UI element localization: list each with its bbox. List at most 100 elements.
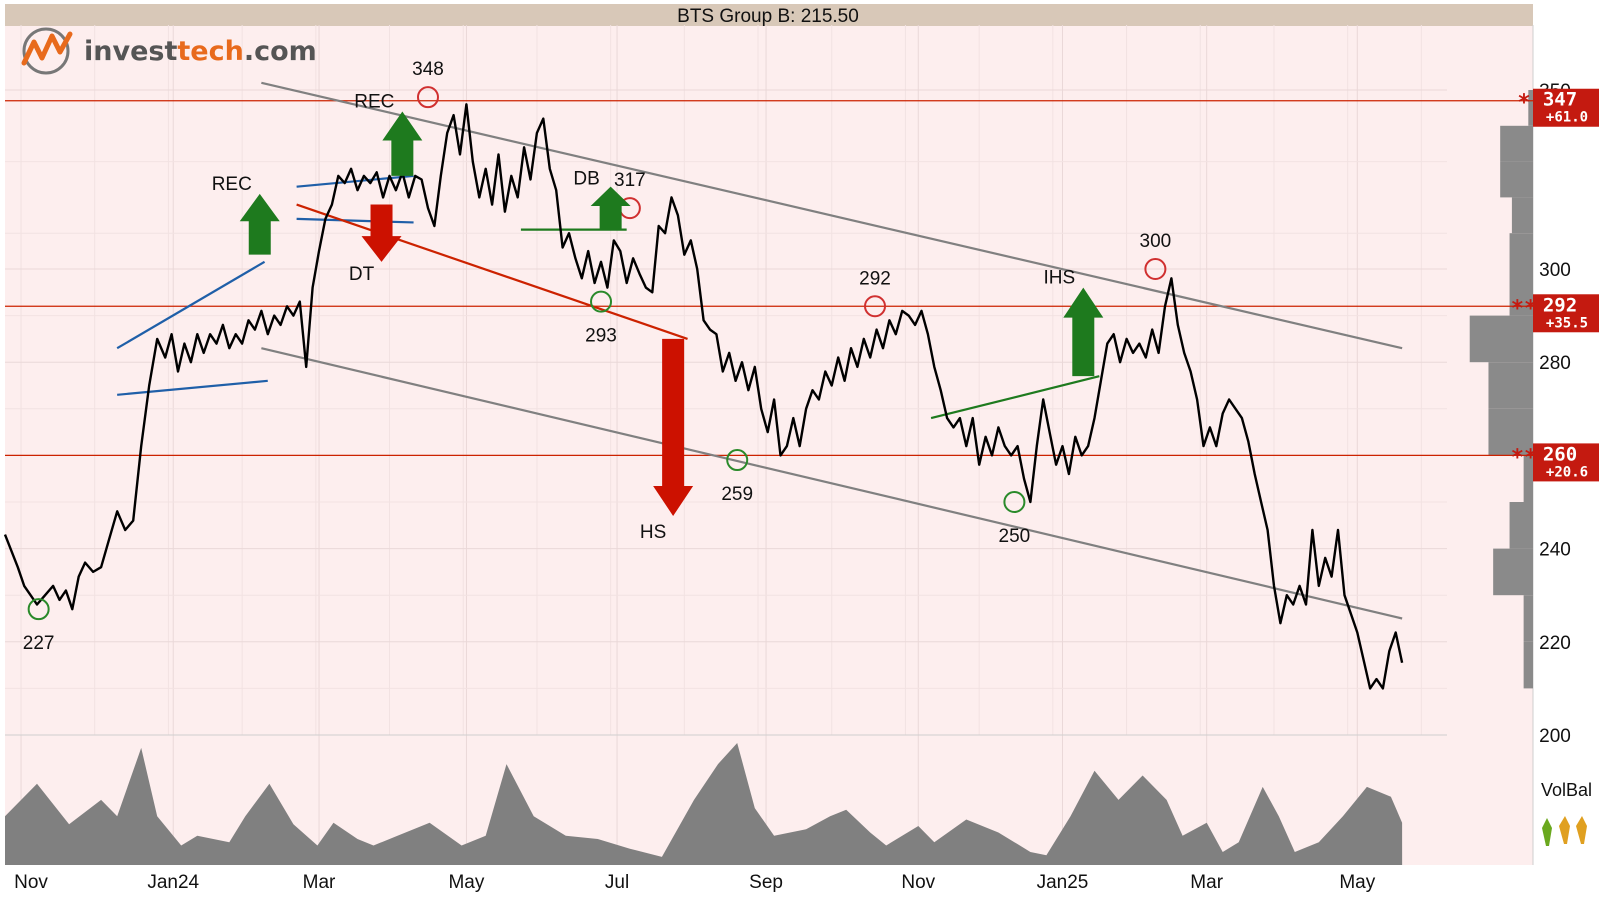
extreme-circle-259 (726, 449, 749, 472)
signal-arrow-dt-2 (361, 204, 402, 262)
pattern-line-ihs-neckline (930, 375, 1100, 420)
x-tick-mar: Mar (303, 872, 336, 893)
title-bar (5, 4, 1533, 26)
y-tick-280: 280 (1539, 353, 1571, 374)
logo-suffix: .com (244, 36, 317, 67)
volume-profile-bar-3 (1511, 197, 1533, 234)
y-axis-ticks: 200220240260280300350 (1539, 81, 1571, 747)
y-tick-300: 300 (1539, 260, 1571, 281)
volume-profile-bar-7 (1488, 362, 1533, 409)
channel-lower (261, 347, 1403, 620)
level-tag-value-260: 260 (1543, 443, 1577, 465)
extreme-circle-293 (590, 290, 613, 313)
pattern-lines (116, 174, 1100, 420)
volume-profile-bar-13 (1523, 641, 1533, 689)
x-tick-sep: Sep (749, 872, 783, 893)
level-marker-347: * (1517, 91, 1530, 116)
signal-label-rec-1: REC (354, 91, 394, 112)
x-tick-mar: Mar (1190, 872, 1223, 893)
investtech-logo: investtech.com (21, 27, 317, 75)
extreme-label-292: 292 (859, 268, 891, 289)
volume-profile-bar-12 (1523, 595, 1533, 642)
volbal-label: VolBal (1541, 780, 1592, 800)
signal-label-rec-0: REC (212, 174, 252, 195)
signal-label-ihs-5: IHS (1043, 268, 1075, 289)
signal-arrow-rec-0 (239, 193, 280, 255)
volbal-indicator (1542, 816, 1587, 846)
signal-arrow-db-3 (590, 186, 631, 230)
signal-label-db-3: DB (573, 169, 599, 190)
extreme-markers: 227 348 293 317 259 292 250 300 (23, 59, 1171, 654)
volume-profile (1469, 90, 1533, 689)
x-tick-jul: Jul (605, 872, 629, 893)
price-line (3, 103, 1404, 690)
trend-channel (261, 81, 1403, 620)
logo-accent: tech (177, 36, 243, 67)
volume-profile-bar-11 (1493, 548, 1533, 596)
extreme-label-300: 300 (1140, 231, 1172, 252)
signal-label-dt-2: DT (349, 264, 375, 285)
level-tag-value-292: 292 (1543, 294, 1577, 316)
level-tag-change-347: +61.0 (1546, 110, 1588, 126)
extreme-label-317: 317 (614, 170, 646, 191)
volume-profile-bar-0 (1528, 90, 1533, 126)
extreme-label-250: 250 (999, 526, 1031, 547)
extreme-circle-250 (1003, 491, 1026, 513)
volume-profile-bar-8 (1488, 408, 1533, 456)
level-tag-box-260 (1533, 443, 1599, 482)
pattern-line-wedge-lower (117, 379, 268, 396)
x-axis-ticks: Nov Jan24 Mar May Jul Sep Nov Jan25 Mar May (14, 872, 1376, 893)
signal-arrows: REC REC DT DB HS IHS (212, 91, 1104, 543)
level-price-tags: * 347+61.0** 292+35.5** 260+20.6 (1511, 88, 1599, 482)
level-tag-change-260: +20.6 (1546, 464, 1588, 480)
y-tick-200: 200 (1539, 726, 1571, 747)
volume-profile-bar-10 (1509, 502, 1533, 549)
volume-profile-bar-9 (1523, 455, 1533, 502)
signal-label-hs-4: HS (640, 522, 666, 543)
volume-profile-bar-4 (1509, 233, 1533, 269)
level-tag-value-347: 347 (1543, 89, 1577, 111)
x-tick-jan25: Jan25 (1037, 872, 1089, 893)
plot-background (5, 25, 1533, 865)
extreme-label-259: 259 (721, 484, 753, 505)
pattern-line-flag-lower (296, 217, 414, 224)
volume-profile-bar-6 (1469, 315, 1533, 363)
level-marker-260: ** (1511, 445, 1538, 470)
x-tick-nov: Nov (14, 872, 48, 893)
level-tag-box-292 (1533, 294, 1599, 333)
extreme-label-348: 348 (412, 59, 444, 80)
signal-arrow-ihs-5 (1063, 287, 1104, 377)
volume-area (5, 743, 1403, 865)
logo-brand: invest (84, 36, 177, 67)
level-tag-box-347 (1533, 88, 1599, 127)
extreme-label-227: 227 (23, 633, 55, 654)
support-resistance-levels (5, 100, 1533, 456)
pattern-line-falling-trend (296, 203, 688, 340)
volume-profile-bar-5 (1509, 269, 1533, 316)
x-tick-may: May (448, 872, 484, 893)
extreme-label-293: 293 (585, 326, 617, 347)
logo-icon (21, 27, 73, 75)
signal-arrow-hs-4 (653, 338, 694, 516)
pattern-line-wedge-upper (116, 260, 266, 350)
extreme-circle-300 (1144, 258, 1167, 280)
y-tick-240: 240 (1539, 540, 1571, 561)
level-tag-change-292: +35.5 (1546, 315, 1588, 331)
signal-arrow-rec-1 (382, 111, 423, 176)
extreme-circle-227 (27, 598, 50, 621)
level-marker-292: ** (1511, 296, 1538, 321)
price-series-line (3, 103, 1404, 690)
volume-profile-bar-1 (1500, 125, 1533, 162)
x-tick-may: May (1339, 872, 1375, 893)
extreme-circle-348 (416, 86, 439, 109)
x-tick-jan24: Jan24 (147, 872, 199, 893)
volume-profile-bar-2 (1500, 161, 1533, 198)
channel-upper (261, 81, 1403, 350)
chart-title: BTS Group B: 215.50 (677, 6, 859, 27)
svg-text:investtech.com: investtech.com (84, 36, 317, 67)
y-tick-220: 220 (1539, 633, 1571, 654)
x-tick-nov: Nov (901, 872, 935, 893)
volume-pane (5, 743, 1403, 865)
extreme-circle-292 (864, 295, 887, 318)
